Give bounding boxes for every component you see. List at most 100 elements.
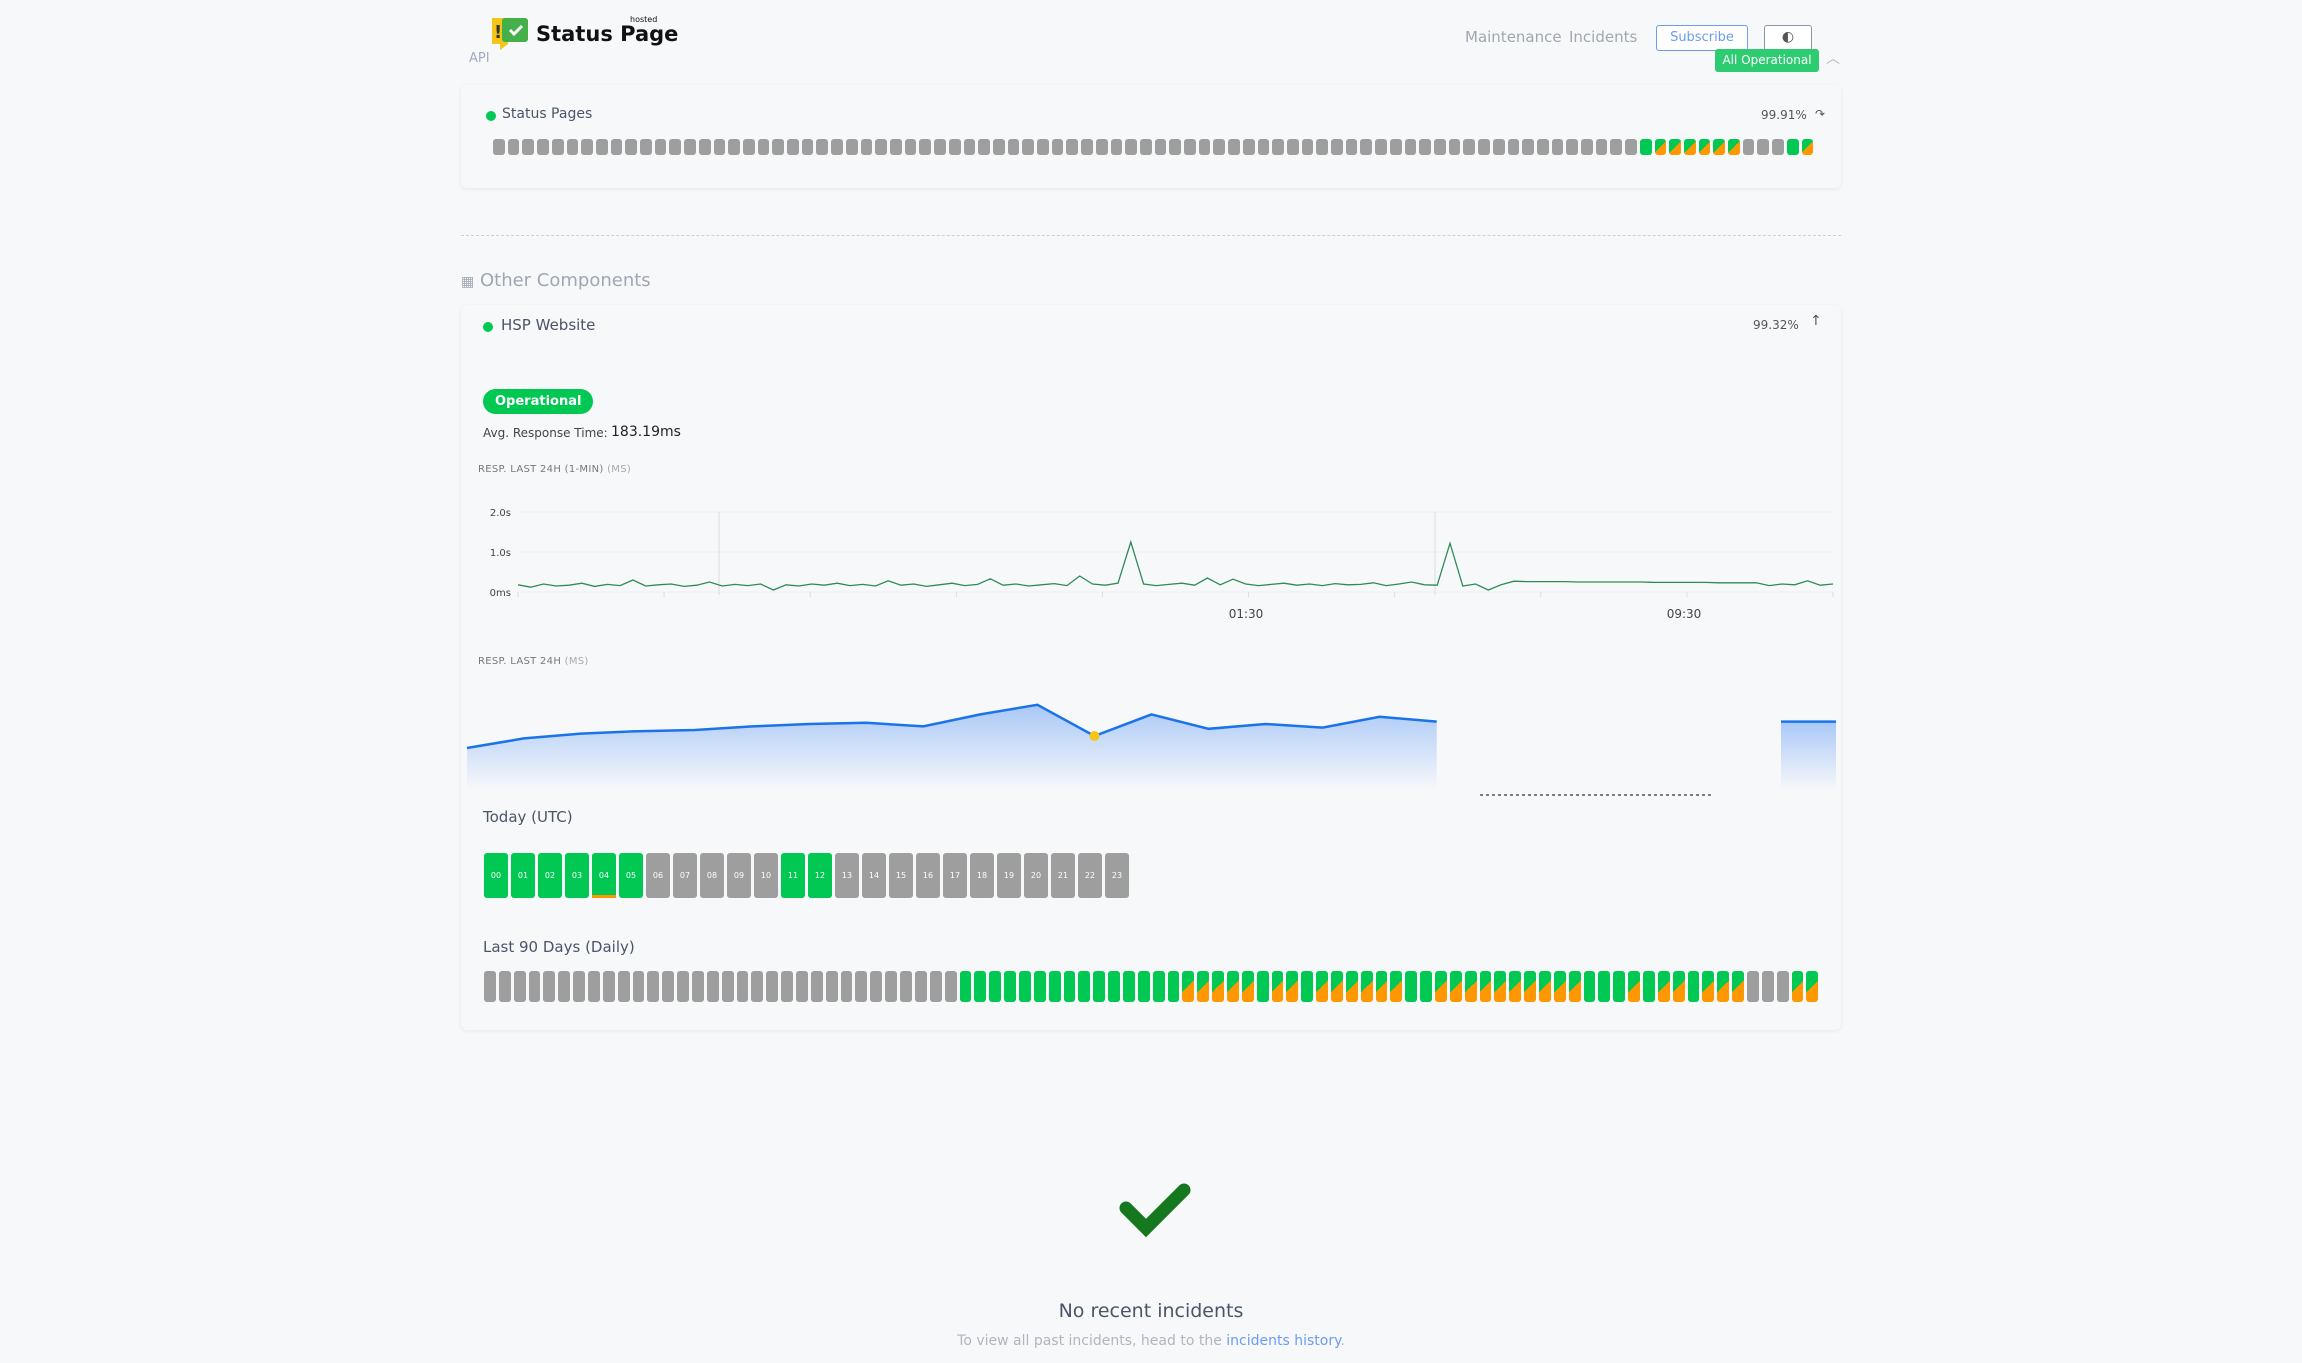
day-bar[interactable] bbox=[1610, 139, 1623, 155]
day-bar[interactable] bbox=[1301, 139, 1314, 155]
hour-bar[interactable]: 08 bbox=[700, 853, 724, 898]
hour-bar[interactable]: 04 bbox=[592, 853, 616, 898]
hour-bar[interactable]: 19 bbox=[997, 853, 1021, 898]
hour-bar[interactable]: 03 bbox=[565, 853, 589, 898]
day-bar[interactable] bbox=[1360, 971, 1373, 1002]
day-bar[interactable] bbox=[1553, 971, 1566, 1002]
day-bar[interactable] bbox=[537, 139, 549, 155]
hour-bar[interactable]: 01 bbox=[511, 853, 535, 898]
day-bar[interactable] bbox=[528, 971, 541, 1002]
day-bar[interactable] bbox=[1791, 971, 1804, 1002]
day-bar[interactable] bbox=[855, 971, 868, 1002]
day-bar[interactable] bbox=[974, 971, 987, 1002]
day-bar[interactable] bbox=[1198, 139, 1211, 155]
day-bar[interactable] bbox=[840, 971, 853, 1002]
collapse-chevron-up-icon[interactable]: ︿ bbox=[1826, 51, 1840, 67]
day-bar[interactable] bbox=[1125, 139, 1137, 155]
day-bar[interactable] bbox=[1654, 139, 1667, 155]
day-bar[interactable] bbox=[1257, 139, 1270, 155]
day-bar[interactable] bbox=[766, 971, 779, 1002]
day-bar[interactable] bbox=[1226, 971, 1239, 1002]
day-bar[interactable] bbox=[978, 139, 990, 155]
day-bar[interactable] bbox=[728, 139, 740, 155]
day-bar[interactable] bbox=[1657, 971, 1670, 1002]
day-bar[interactable] bbox=[1728, 139, 1740, 155]
day-bar[interactable] bbox=[1375, 139, 1387, 155]
day-bar[interactable] bbox=[1524, 971, 1537, 1002]
day-bar[interactable] bbox=[1390, 971, 1403, 1002]
hour-bar[interactable]: 02 bbox=[538, 853, 562, 898]
day-bar[interactable] bbox=[1108, 971, 1120, 1002]
day-bar[interactable] bbox=[904, 139, 917, 155]
day-bar[interactable] bbox=[595, 139, 608, 155]
day-bar[interactable] bbox=[757, 139, 770, 155]
day-bar[interactable] bbox=[742, 139, 755, 155]
day-bar[interactable] bbox=[498, 971, 511, 1002]
hour-bar[interactable]: 11 bbox=[781, 853, 805, 898]
day-bar[interactable] bbox=[751, 971, 764, 1002]
day-bar[interactable] bbox=[1182, 971, 1195, 1002]
day-bar[interactable] bbox=[1702, 971, 1715, 1002]
day-bar[interactable] bbox=[929, 971, 942, 1002]
day-bar[interactable] bbox=[831, 139, 843, 155]
day-bar[interactable] bbox=[1639, 139, 1652, 155]
day-bar[interactable] bbox=[1479, 971, 1492, 1002]
day-bar[interactable] bbox=[721, 971, 734, 1002]
subscribe-button[interactable]: Subscribe bbox=[1656, 25, 1748, 51]
day-bar[interactable] bbox=[1301, 971, 1314, 1002]
hour-bar[interactable]: 09 bbox=[727, 853, 751, 898]
day-bar[interactable] bbox=[543, 971, 556, 1002]
day-bar[interactable] bbox=[1742, 139, 1755, 155]
day-bar[interactable] bbox=[1509, 971, 1522, 1002]
day-bar[interactable] bbox=[948, 139, 961, 155]
day-bar[interactable] bbox=[1643, 971, 1655, 1002]
hour-bar[interactable]: 13 bbox=[835, 853, 859, 898]
day-bar[interactable] bbox=[1331, 139, 1343, 155]
day-bar[interactable] bbox=[1169, 139, 1182, 155]
day-bar[interactable] bbox=[1122, 971, 1135, 1002]
day-bar[interactable] bbox=[1018, 971, 1031, 1002]
day-bar[interactable] bbox=[959, 971, 972, 1002]
hour-bar[interactable]: 23 bbox=[1105, 853, 1129, 898]
day-bar[interactable] bbox=[1093, 971, 1106, 1002]
nav-incidents[interactable]: Incidents bbox=[1569, 28, 1638, 46]
day-bar[interactable] bbox=[692, 971, 704, 1002]
day-bar[interactable] bbox=[1598, 971, 1611, 1002]
day-bar[interactable] bbox=[810, 971, 823, 1002]
hour-bar[interactable]: 05 bbox=[619, 853, 643, 898]
day-bar[interactable] bbox=[1786, 139, 1799, 155]
day-bar[interactable] bbox=[1037, 139, 1049, 155]
day-bar[interactable] bbox=[825, 971, 838, 1002]
day-bar[interactable] bbox=[1022, 139, 1035, 155]
day-bar[interactable] bbox=[566, 139, 579, 155]
day-bar[interactable] bbox=[1772, 139, 1784, 155]
day-bar[interactable] bbox=[1583, 971, 1596, 1002]
logo[interactable]: ! Status Page hosted bbox=[490, 15, 690, 62]
day-bar[interactable] bbox=[1717, 971, 1730, 1002]
day-bar[interactable] bbox=[1316, 971, 1328, 1002]
day-bar[interactable] bbox=[558, 971, 571, 1002]
day-bar[interactable] bbox=[1286, 139, 1299, 155]
day-bar[interactable] bbox=[1672, 971, 1685, 1002]
day-bar[interactable] bbox=[1286, 971, 1299, 1002]
day-bar[interactable] bbox=[1241, 971, 1254, 1002]
hour-bar[interactable]: 12 bbox=[808, 853, 832, 898]
day-bar[interactable] bbox=[1139, 139, 1152, 155]
day-bar[interactable] bbox=[1316, 139, 1329, 155]
day-bar[interactable] bbox=[1757, 139, 1770, 155]
day-bar[interactable] bbox=[1613, 971, 1626, 1002]
day-bar[interactable] bbox=[1405, 971, 1418, 1002]
hour-bar[interactable]: 00 bbox=[484, 853, 508, 898]
hour-bar[interactable]: 21 bbox=[1051, 853, 1075, 898]
day-bar[interactable] bbox=[1345, 971, 1358, 1002]
day-bar[interactable] bbox=[610, 139, 623, 155]
day-bar[interactable] bbox=[1213, 139, 1226, 155]
day-bar[interactable] bbox=[1345, 139, 1358, 155]
day-bar[interactable] bbox=[1539, 971, 1551, 1002]
day-bar[interactable] bbox=[1271, 971, 1284, 1002]
day-bar[interactable] bbox=[1494, 971, 1507, 1002]
day-bar[interactable] bbox=[1375, 971, 1388, 1002]
day-bar[interactable] bbox=[625, 139, 638, 155]
day-bar[interactable] bbox=[484, 971, 496, 1002]
day-bar[interactable] bbox=[860, 139, 873, 155]
